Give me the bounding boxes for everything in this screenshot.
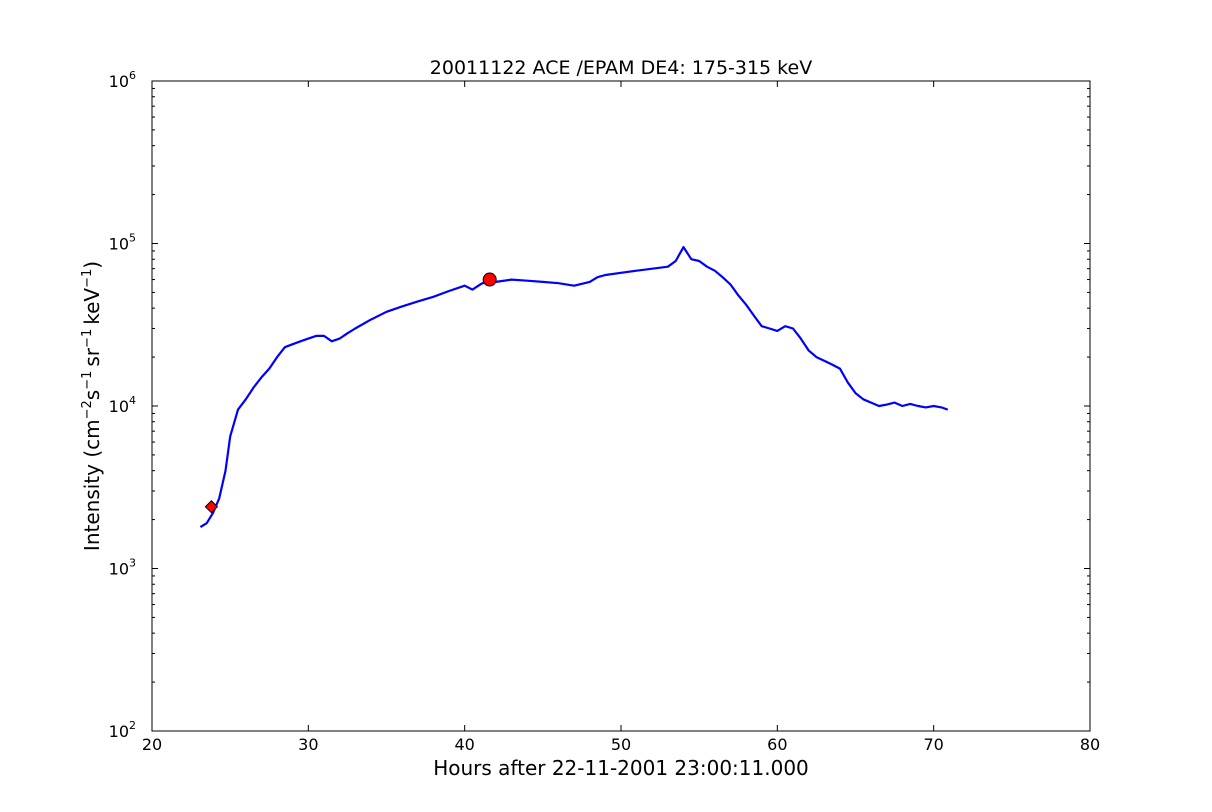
y-axis: 102 103 104 105 106: [109, 69, 1090, 741]
marker-point: [204, 500, 219, 514]
x-tick-label: 60: [767, 735, 787, 754]
x-tick-label: 40: [454, 735, 474, 754]
y-tick-label: 106: [109, 69, 136, 91]
y-tick-label: 103: [109, 557, 136, 579]
x-tick-label: 70: [923, 735, 943, 754]
x-tick-label: 30: [298, 735, 318, 754]
marker-point: [482, 272, 497, 287]
y-tick-label: 104: [109, 394, 136, 416]
x-axis-label: Hours after 22-11-2001 23:00:11.000: [433, 756, 809, 780]
x-tick-label: 20: [142, 735, 162, 754]
plot-area: [199, 246, 949, 528]
y-tick-label: 105: [109, 232, 136, 254]
series-line-raw: [200, 246, 948, 528]
x-axis: 20 30 40 50 60 70 80: [142, 81, 1100, 754]
y-axis-label: Intensity (cm−2s−1sr−1keV−1): [80, 261, 104, 551]
series-line-smoothed: [199, 246, 949, 528]
x-tick-label: 50: [611, 735, 631, 754]
x-tick-label: 80: [1080, 735, 1100, 754]
plot-frame: [151, 80, 1091, 732]
chart-title: 20011122 ACE /EPAM DE4: 175-315 keV: [430, 57, 812, 79]
y-tick-label: 102: [109, 719, 136, 741]
